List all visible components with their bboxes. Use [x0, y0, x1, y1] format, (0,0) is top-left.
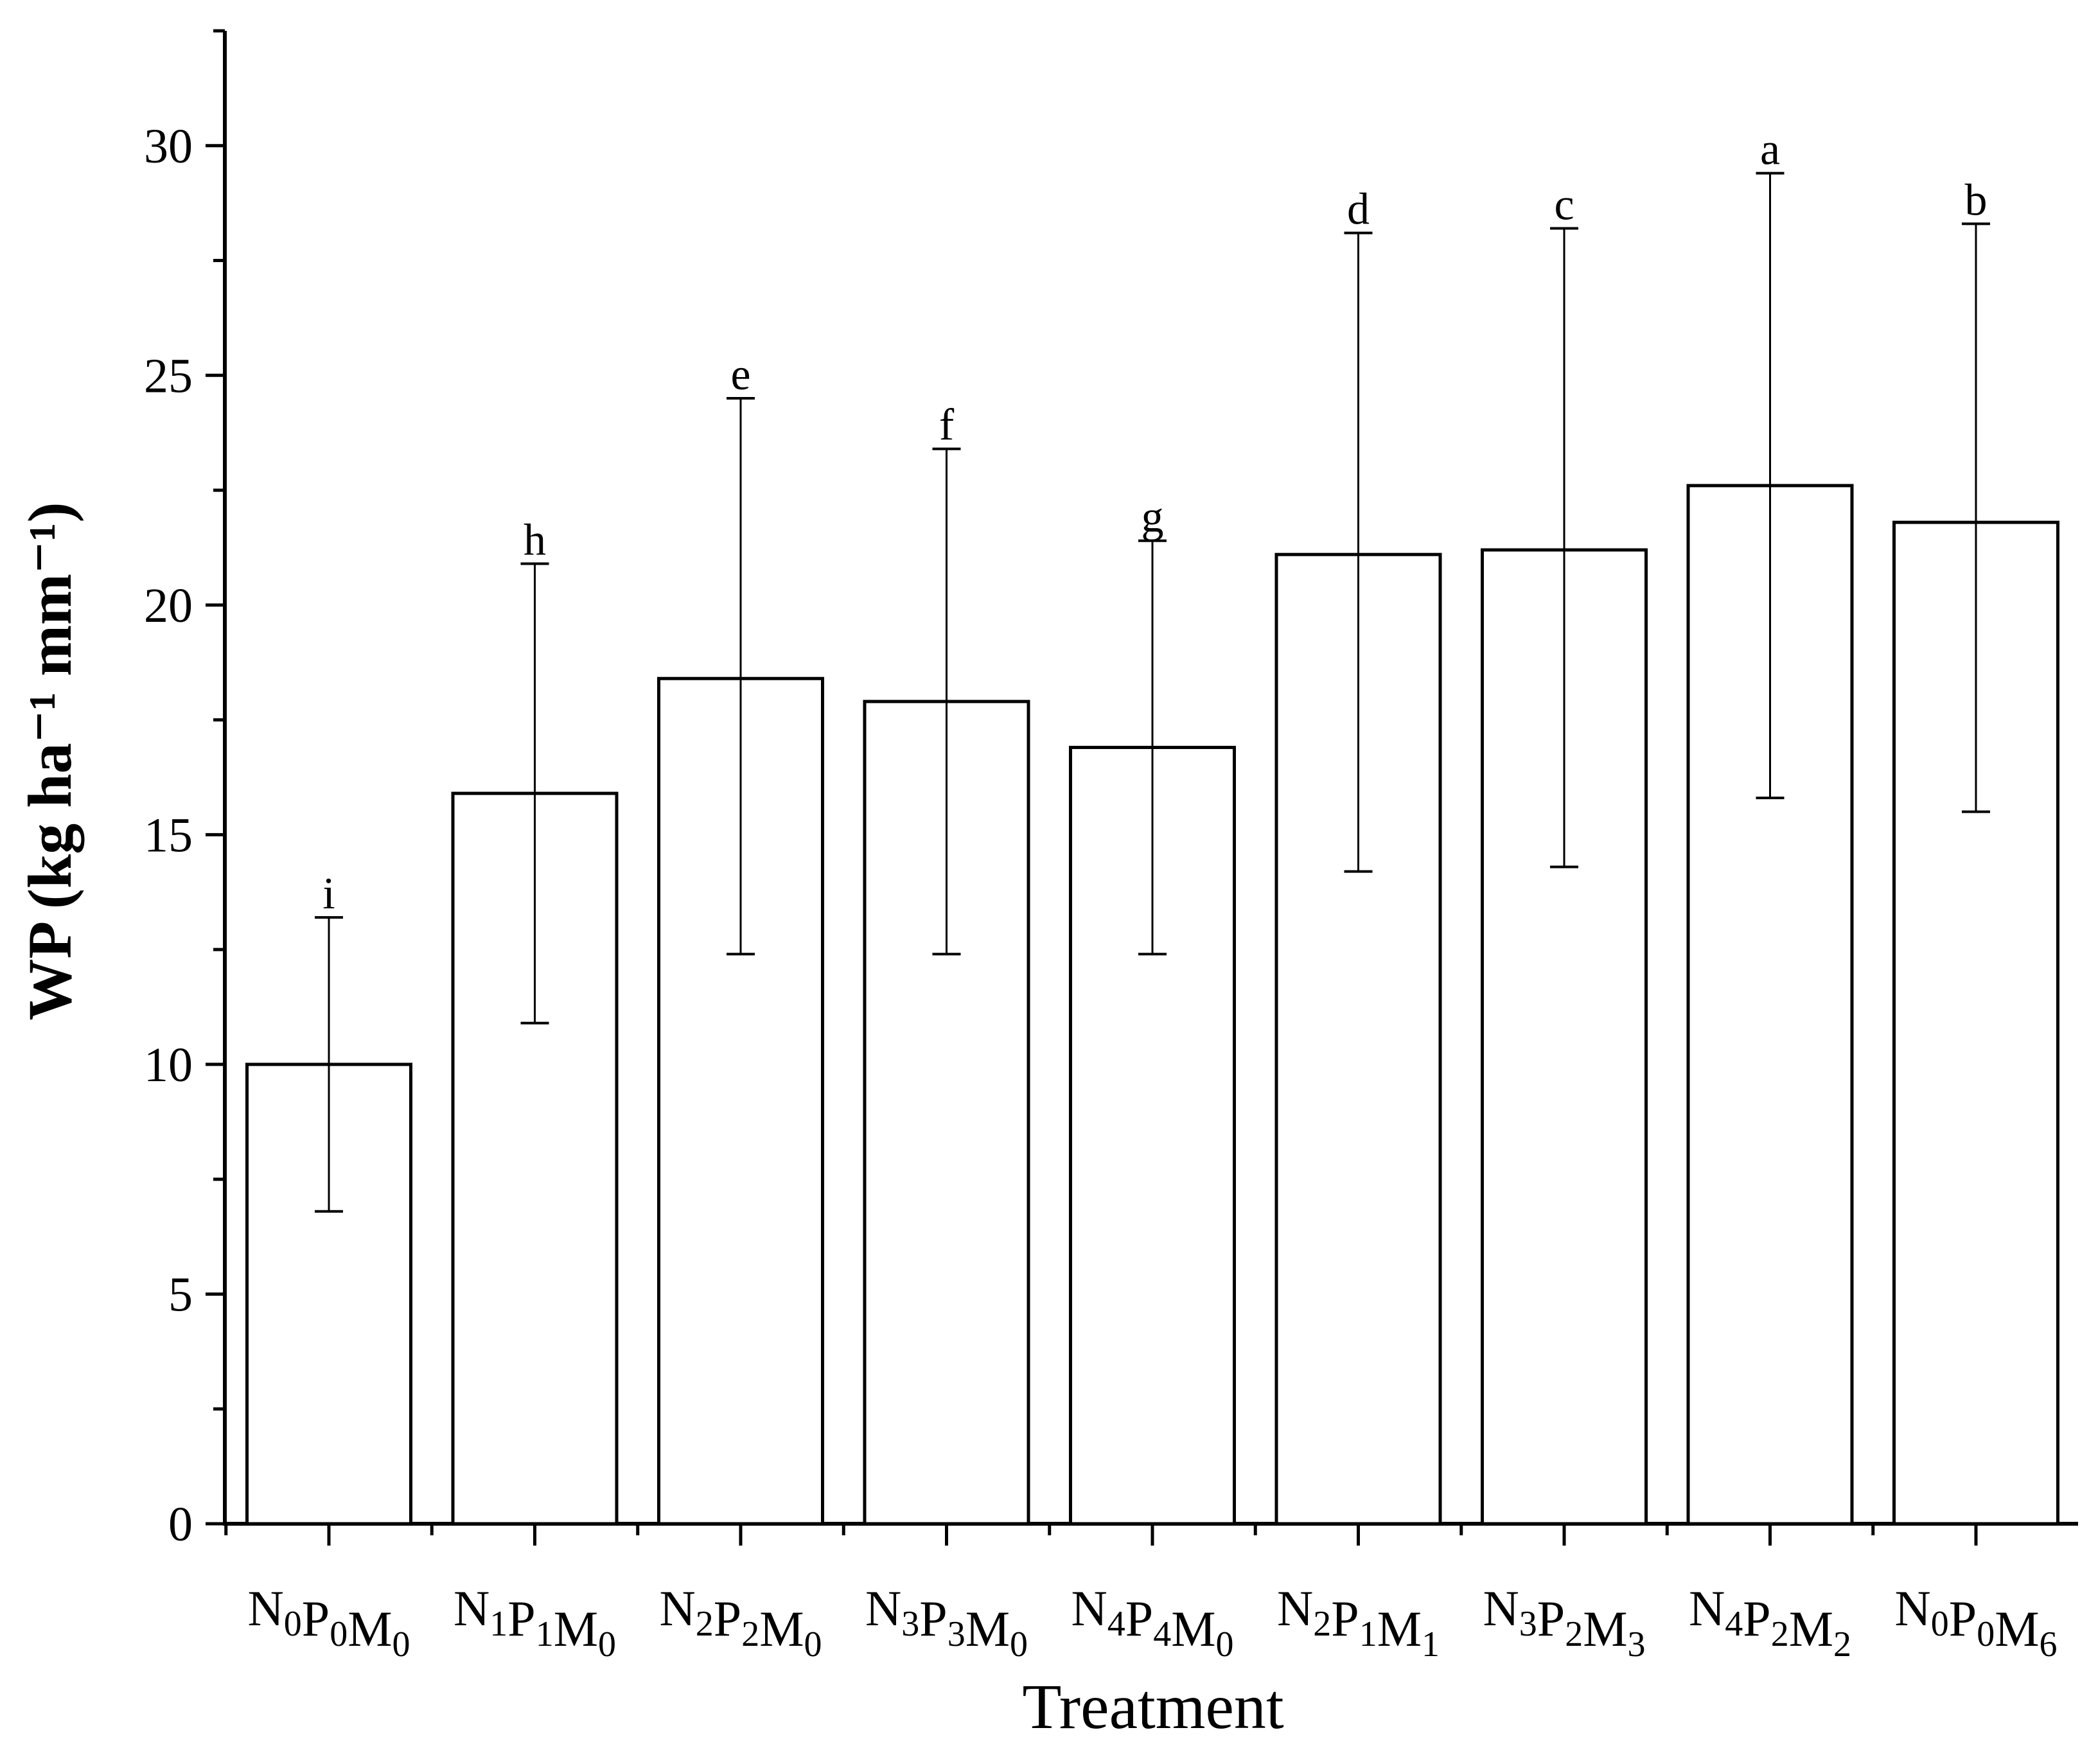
- significance-label: d: [1347, 185, 1370, 234]
- significance-label: b: [1965, 175, 1988, 225]
- y-tick-label: 25: [144, 349, 193, 403]
- y-tick-label: 10: [144, 1038, 193, 1092]
- y-tick-label: 30: [144, 119, 193, 173]
- significance-label: i: [322, 869, 335, 919]
- significance-label: c: [1554, 180, 1574, 229]
- x-tick-label: N4P2M2: [1689, 1580, 1851, 1664]
- significance-label: e: [730, 350, 750, 400]
- significance-label: f: [939, 401, 955, 450]
- x-tick-label: N2P2M0: [659, 1580, 822, 1664]
- x-tick-label: N3P2M3: [1483, 1580, 1645, 1664]
- x-tick-label: N1P1M0: [454, 1580, 616, 1664]
- significance-label: g: [1142, 493, 1164, 542]
- x-tick-label: N2P1M1: [1277, 1580, 1440, 1664]
- significance-label: a: [1760, 125, 1780, 175]
- x-tick-label: N0P0M6: [1894, 1580, 2057, 1664]
- y-tick-label: 20: [144, 579, 193, 633]
- y-axis-title: WP (kg ha⁻¹ mm⁻¹): [15, 502, 84, 1021]
- bar: [1686, 484, 1854, 1526]
- x-tick-label: N3P3M0: [865, 1580, 1028, 1664]
- y-tick-label: 5: [168, 1267, 193, 1321]
- x-axis-title: Treatment: [1022, 1671, 1284, 1742]
- x-tick-label: N0P0M0: [247, 1580, 410, 1664]
- y-tick-label: 0: [168, 1497, 193, 1551]
- significance-label: h: [524, 515, 546, 565]
- x-tick-label: N4P4M0: [1071, 1580, 1233, 1664]
- y-tick-label: 15: [144, 808, 193, 862]
- plot-area: 0 5 10 15 20 25 30 i N0P0M0 h N1P1M0 e N2P2M0 f N3P3M0…: [144, 29, 2078, 1664]
